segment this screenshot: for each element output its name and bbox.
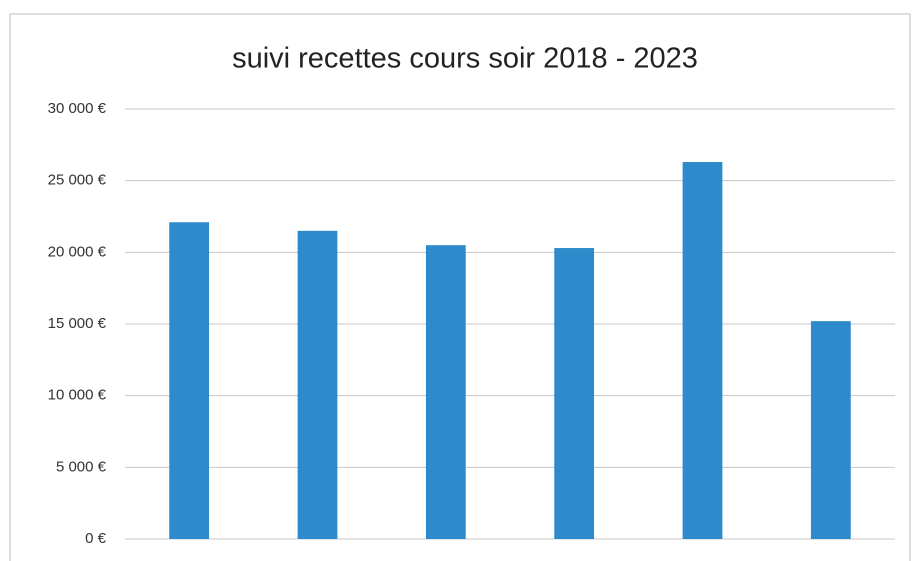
bar <box>682 162 723 540</box>
bar <box>810 321 851 539</box>
bar <box>554 248 595 540</box>
y-tick-label: 30 000 € <box>48 100 107 117</box>
bar <box>297 230 338 540</box>
chart-frame <box>9 13 911 561</box>
y-tick-label: 20 000 € <box>48 243 107 260</box>
y-tick-label: 5 000 € <box>56 458 107 475</box>
chart-title: suivi recettes cours soir 2018 - 2023 <box>232 43 698 75</box>
y-tick-label: 10 000 € <box>48 387 107 404</box>
bar <box>425 245 466 539</box>
bar <box>169 222 210 539</box>
y-tick-label: 0 € <box>85 530 107 547</box>
y-tick-label: 15 000 € <box>48 315 107 332</box>
y-tick-label: 25 000 € <box>48 172 107 189</box>
